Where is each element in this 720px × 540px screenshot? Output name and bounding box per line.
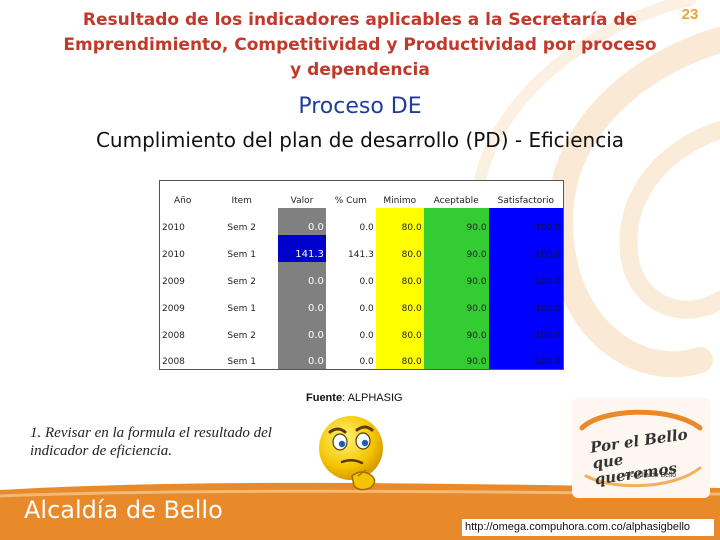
cell-anio: 2009 [162,276,185,287]
cell-item: Sem 2 [227,330,256,341]
cell-anio: 2009 [162,303,185,314]
table-row: 2008 Sem 1 0.0 0.0 80.0 90.0 100.0 [160,342,564,370]
cell-valor: 0.0 [278,261,326,289]
cell-minimo: 80.0 [375,342,424,370]
cell-minimo: 80.0 [375,207,424,235]
header-valor: Valor [290,195,314,206]
table-header-row: Año Item Valor % Cum Minimo Aceptable Sa… [160,181,564,208]
cell-cum: 0.0 [359,276,374,287]
header-anio: Año [173,195,192,206]
logo-subtitle: Alcaldía de Bello [624,472,677,479]
table-row: 2009 Sem 1 0.0 0.0 80.0 90.0 100.0 [160,288,564,316]
cell-aceptable: 90.0 [423,234,489,262]
cell-item: Sem 2 [227,222,256,233]
indicator-table: Año Item Valor % Cum Minimo Aceptable Sa… [159,180,564,370]
cell-cum: 0.0 [359,222,374,233]
cell-satisfactorio: 100.0 [488,342,564,370]
cell-satisfactorio: 100.0 [488,207,564,235]
footer-url-link[interactable]: http://omega.compuhora.com.co/alphasigbe… [462,519,714,536]
cell-cum: 0.0 [359,330,374,341]
process-title: Proceso DE [298,94,422,119]
cell-cum: 0.0 [359,357,374,367]
cell-minimo: 80.0 [375,315,424,343]
cell-cum: 141.3 [348,249,374,260]
table-row: 2009 Sem 2 0.0 0.0 80.0 90.0 100.0 [160,261,564,289]
table-row: 2010 Sem 1 141.3 141.3 80.0 90.0 100.0 [160,234,564,262]
table-row: 2010 Sem 2 0.0 0.0 80.0 90.0 100.0 [160,207,564,235]
header-satisfactorio: Satisfactorio [497,195,554,206]
source-caption: Fuente: ALPHASIG [306,392,403,404]
footer-brand: Alcaldía de Bello [24,496,223,524]
cell-minimo: 80.0 [375,288,424,316]
header-minimo: Minimo [383,195,417,206]
cell-aceptable: 90.0 [423,207,489,235]
cell-aceptable: 90.0 [423,288,489,316]
cell-valor: 0.0 [278,342,326,370]
cell-aceptable: 90.0 [423,342,489,370]
cell-satisfactorio: 100.0 [488,261,564,289]
cell-cum: 0.0 [359,303,374,314]
source-label: Fuente [306,392,343,404]
cell-valor: 0.0 [278,207,326,235]
cell-item: Sem 2 [227,276,256,287]
cell-valor: 0.0 [278,288,326,316]
review-note: 1. Revisar en la formula el resultado de… [30,425,272,459]
page-number: 23 [681,6,699,23]
cell-valor: 0.0 [278,315,326,343]
cell-aceptable: 90.0 [423,315,489,343]
cell-anio: 2008 [162,330,185,341]
cell-minimo: 80.0 [375,261,424,289]
cell-item: Sem 1 [227,357,256,367]
cell-item: Sem 1 [227,303,256,314]
header-item: Item [231,195,252,206]
cell-anio: 2010 [162,222,185,233]
table-row: 2008 Sem 2 0.0 0.0 80.0 90.0 100.0 [160,315,564,343]
cell-satisfactorio: 100.0 [488,315,564,343]
cell-satisfactorio: 100.0 [488,234,564,262]
slide-title: Resultado de los indicadores aplicables … [63,10,657,80]
thinking-face-icon [319,416,383,491]
cell-item: Sem 1 [227,249,256,260]
slide-subtitle: Cumplimiento del plan de desarrollo (PD)… [95,128,625,152]
cell-minimo: 80.0 [375,234,424,262]
cell-valor: 141.3 [278,234,326,262]
cell-aceptable: 90.0 [423,261,489,289]
logo-swirl-icon [579,409,703,488]
cell-anio: 2008 [162,357,185,367]
header-aceptable: Aceptable [433,195,479,206]
source-value: : ALPHASIG [342,392,403,404]
cell-anio: 2010 [162,249,185,260]
cell-satisfactorio: 100.0 [488,288,564,316]
header-cum: % Cum [334,195,367,206]
